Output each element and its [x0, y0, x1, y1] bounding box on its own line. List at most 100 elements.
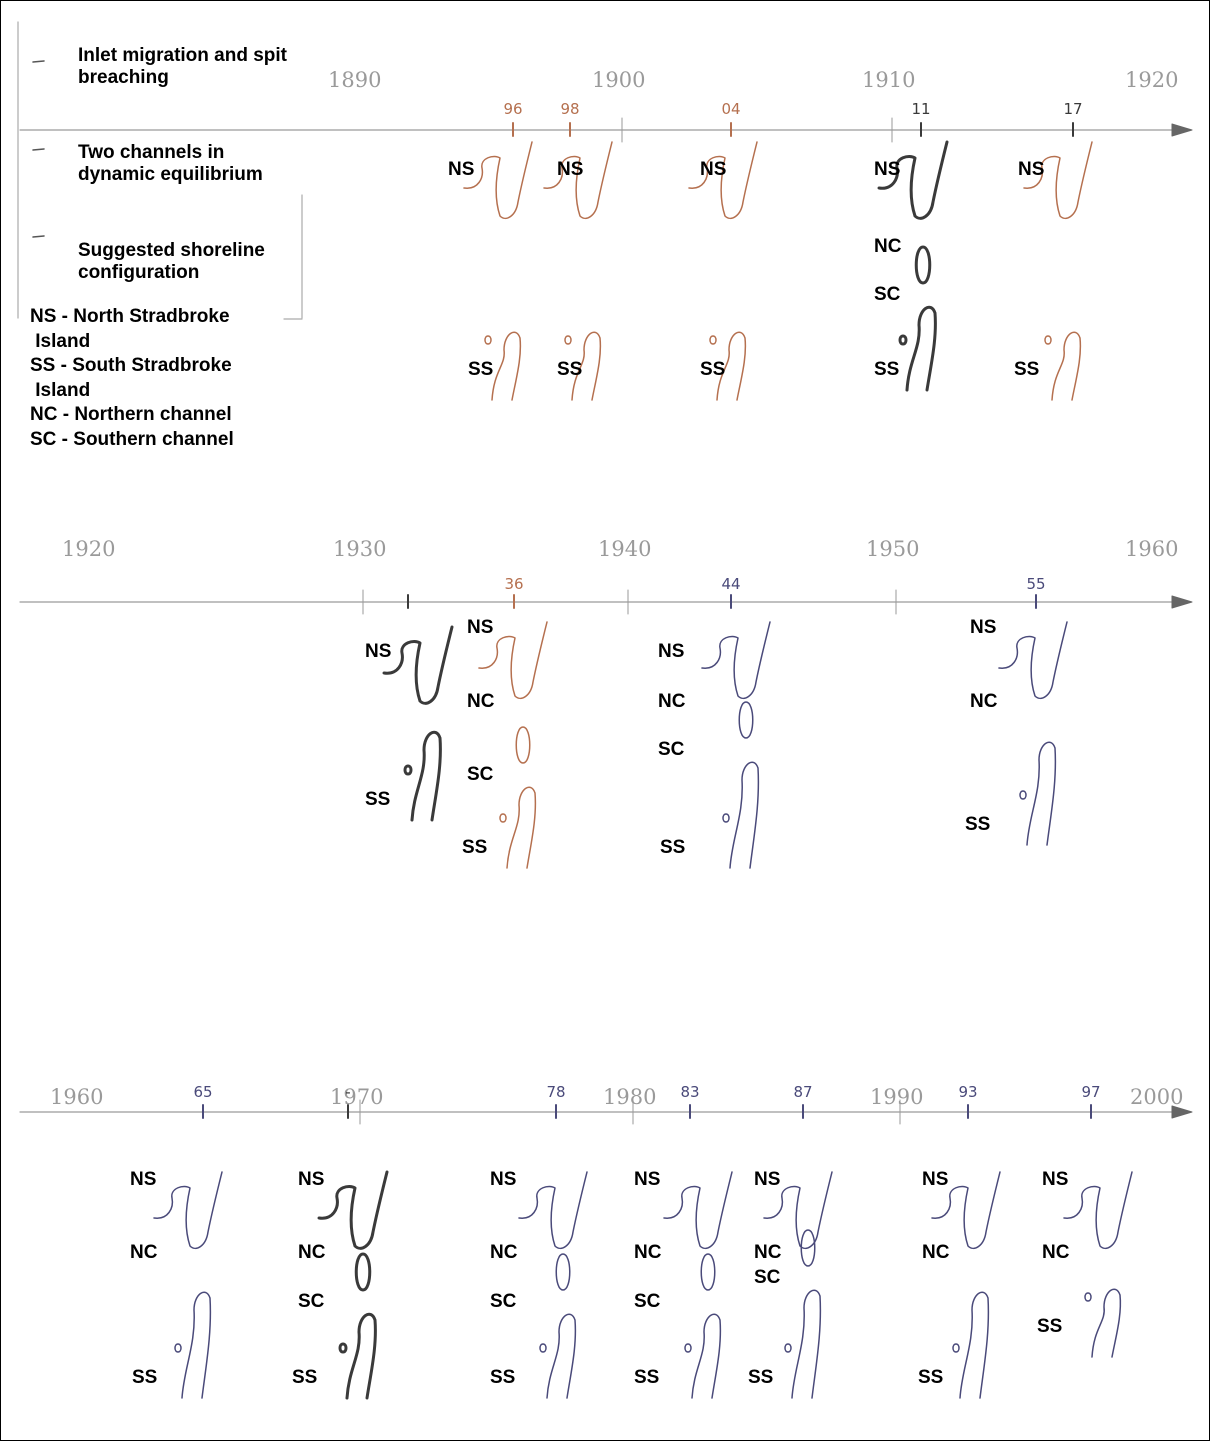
- marker-dot-3-3: [539, 1343, 547, 1353]
- decade-label-1900: 1900: [592, 68, 646, 92]
- abbreviation-nc: NC - Northern channel: [30, 404, 232, 425]
- south-island-shape-1-1: [491, 331, 522, 401]
- panel-label-ns-1-1: NS: [448, 159, 475, 180]
- marker-dot-3-7: [1084, 1292, 1092, 1302]
- decade-label-1980: 1980: [603, 1085, 657, 1109]
- north-island-shape-1-2: [543, 141, 613, 220]
- marker-dot-3-2: [338, 1342, 348, 1354]
- southern-channel-shape-2-3: [738, 701, 754, 739]
- panel-label-sc-2-3: SC: [658, 739, 685, 760]
- abbreviation-sc: SC - Southern channel: [30, 428, 234, 450]
- panel-label-ns-1-3: NS: [700, 159, 727, 180]
- south-island-shape-1-2: [571, 331, 602, 401]
- marker-dot-3-5: [784, 1343, 792, 1353]
- southern-channel-shape-3-4: [700, 1253, 716, 1291]
- north-island-shape-3-3: [518, 1171, 588, 1250]
- panel-label-nc-3-4: NC: [634, 1242, 662, 1263]
- south-island-shape-3-7: [1091, 1288, 1122, 1358]
- north-island-shape-3-4: [663, 1171, 733, 1250]
- panel-label-ss-1-2: SS: [557, 359, 583, 380]
- panel-label-nc-2-4: NC: [970, 691, 998, 712]
- decade-label-1920: 1920: [1125, 68, 1179, 92]
- north-island-shape-2-1: [382, 625, 454, 705]
- abbreviation-ns: NS - North Stradbroke: [30, 306, 230, 327]
- south-island-shape-2-4: [1026, 741, 1057, 846]
- north-island-shape-3-7: [1063, 1171, 1133, 1250]
- decade-label-1920: 1920: [62, 537, 116, 561]
- marker-dot-1-4: [898, 334, 908, 346]
- marker-dot-1-5: [1044, 335, 1052, 345]
- marker-dot-1-1: [484, 335, 492, 345]
- north-island-shape-1-4: [877, 140, 949, 220]
- panel-label-ss-3-4: SS: [634, 1367, 660, 1388]
- timeline-arrow-2: [1171, 595, 1193, 609]
- south-island-shape-2-1: [410, 730, 442, 822]
- north-island-shape-1-1: [463, 141, 533, 220]
- legend-marker-two-channels: [32, 148, 45, 151]
- panel-label-ns-1-4: NS: [874, 159, 901, 180]
- marker-dot-2-2: [499, 813, 507, 823]
- panel-label-ss-3-3: SS: [490, 1367, 516, 1388]
- marker-dot-2-4: [1019, 790, 1027, 800]
- marker-dot-3-6: [952, 1343, 960, 1353]
- panel-label-ns-1-2: NS: [557, 159, 584, 180]
- panel-label-ns-3-6: NS: [922, 1169, 949, 1190]
- year-tick-label-3-2: -: [345, 1083, 351, 1101]
- year-tick-label-3-4: 83: [680, 1083, 700, 1101]
- panel-label-sc-3-5: SC: [754, 1267, 781, 1288]
- panel-label-nc-3-7: NC: [1042, 1242, 1070, 1263]
- abbreviation-ss-cont: Island: [30, 379, 91, 401]
- decade-label-1960: 1960: [1125, 537, 1179, 561]
- south-island-shape-3-3: [546, 1313, 577, 1399]
- year-tick-label-3-6: 93: [958, 1083, 978, 1101]
- year-tick-label-2-2: 36: [504, 575, 524, 593]
- panel-label-nc-2-2: NC: [467, 691, 495, 712]
- south-island-shape-2-3: [729, 761, 760, 869]
- panel-label-ss-1-5: SS: [1014, 359, 1040, 380]
- year-tick-label-3-7: 97: [1081, 1083, 1101, 1101]
- marker-dot-1-3: [709, 335, 717, 345]
- decade-label-1970: 1970: [330, 1085, 384, 1109]
- south-island-shape-1-4: [905, 305, 937, 392]
- timeline-arrow-3: [1171, 1105, 1193, 1119]
- panel-label-sc-2-2: SC: [467, 764, 494, 785]
- panel-label-nc-3-3: NC: [490, 1242, 518, 1263]
- north-island-shape-1-5: [1023, 141, 1093, 220]
- year-tick-label-1-3: 04: [721, 100, 741, 118]
- north-island-shape-2-4: [998, 621, 1068, 700]
- southern-channel-shape-1-4: [914, 245, 932, 285]
- year-tick-label-1-4: 11: [911, 100, 931, 118]
- decade-label-1930: 1930: [333, 537, 387, 561]
- north-island-shape-3-6: [931, 1171, 1001, 1250]
- legend-marker-shoreline: [32, 235, 45, 238]
- abbreviation-ns-cont: Island: [30, 330, 91, 352]
- decade-label-1890: 1890: [328, 68, 382, 92]
- year-tick-label-1-1: 96: [503, 100, 523, 118]
- panel-label-nc-3-1: NC: [130, 1242, 158, 1263]
- year-tick-label-3-3: 78: [546, 1083, 566, 1101]
- year-tick-label-3-1: 65: [193, 1083, 213, 1101]
- panel-label-ss-2-2: SS: [462, 837, 488, 858]
- southern-channel-shape-3-5: [800, 1229, 816, 1267]
- year-tick-label-2-3: 44: [721, 575, 741, 593]
- north-island-shape-1-3: [688, 141, 758, 220]
- southern-channel-shape-3-2: [354, 1252, 372, 1292]
- panel-label-ns-3-3: NS: [490, 1169, 517, 1190]
- panel-label-ns-3-2: NS: [298, 1169, 325, 1190]
- south-island-shape-2-2: [506, 786, 537, 869]
- marker-dot-3-1: [174, 1343, 182, 1353]
- decade-label-2000: 2000: [1130, 1085, 1184, 1109]
- panel-label-ns-3-1: NS: [130, 1169, 157, 1190]
- panel-label-sc-1-4: SC: [874, 284, 901, 305]
- panel-label-ss-2-3: SS: [660, 837, 686, 858]
- south-island-shape-3-6: [959, 1291, 990, 1399]
- north-island-shape-2-2: [478, 621, 548, 700]
- panel-label-sc-3-3: SC: [490, 1291, 517, 1312]
- north-island-shape-3-1: [153, 1171, 223, 1250]
- timeline-arrow-1: [1171, 123, 1193, 137]
- panel-label-ss-1-1: SS: [468, 359, 494, 380]
- north-island-shape-2-3: [701, 621, 771, 700]
- south-island-shape-3-2: [345, 1312, 377, 1400]
- panel-label-sc-3-2: SC: [298, 1291, 325, 1312]
